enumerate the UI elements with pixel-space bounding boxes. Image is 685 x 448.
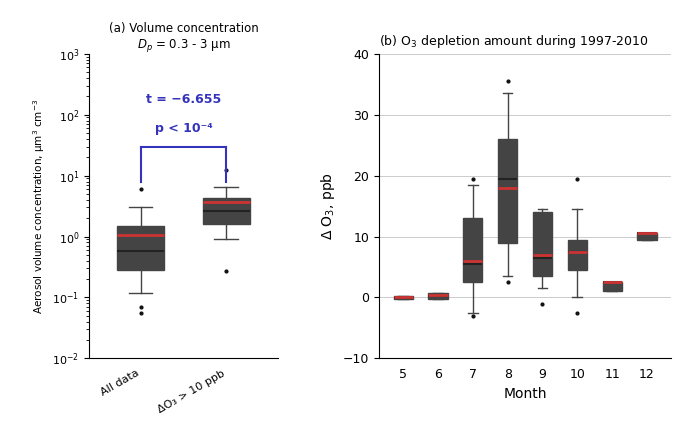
PathPatch shape	[603, 282, 622, 291]
PathPatch shape	[637, 233, 656, 240]
PathPatch shape	[533, 212, 552, 276]
Title: (a) Volume concentration
$D_p$ = 0.3 - 3 μm: (a) Volume concentration $D_p$ = 0.3 - 3…	[108, 22, 258, 54]
PathPatch shape	[428, 293, 447, 299]
PathPatch shape	[117, 226, 164, 270]
PathPatch shape	[203, 198, 250, 224]
Text: p < 10⁻⁴: p < 10⁻⁴	[155, 122, 212, 135]
PathPatch shape	[568, 240, 587, 270]
PathPatch shape	[394, 296, 413, 299]
PathPatch shape	[498, 139, 517, 243]
Text: t = −6.655: t = −6.655	[146, 93, 221, 106]
Y-axis label: Aerosol volume concentration, μm$^3$ cm$^{-3}$: Aerosol volume concentration, μm$^3$ cm$…	[31, 99, 47, 314]
Text: (b) O$_3$ depletion amount during 1997-2010: (b) O$_3$ depletion amount during 1997-2…	[379, 34, 649, 51]
PathPatch shape	[463, 218, 482, 282]
Y-axis label: $\Delta$ O$_3$, ppb: $\Delta$ O$_3$, ppb	[319, 172, 337, 240]
X-axis label: Month: Month	[503, 387, 547, 401]
